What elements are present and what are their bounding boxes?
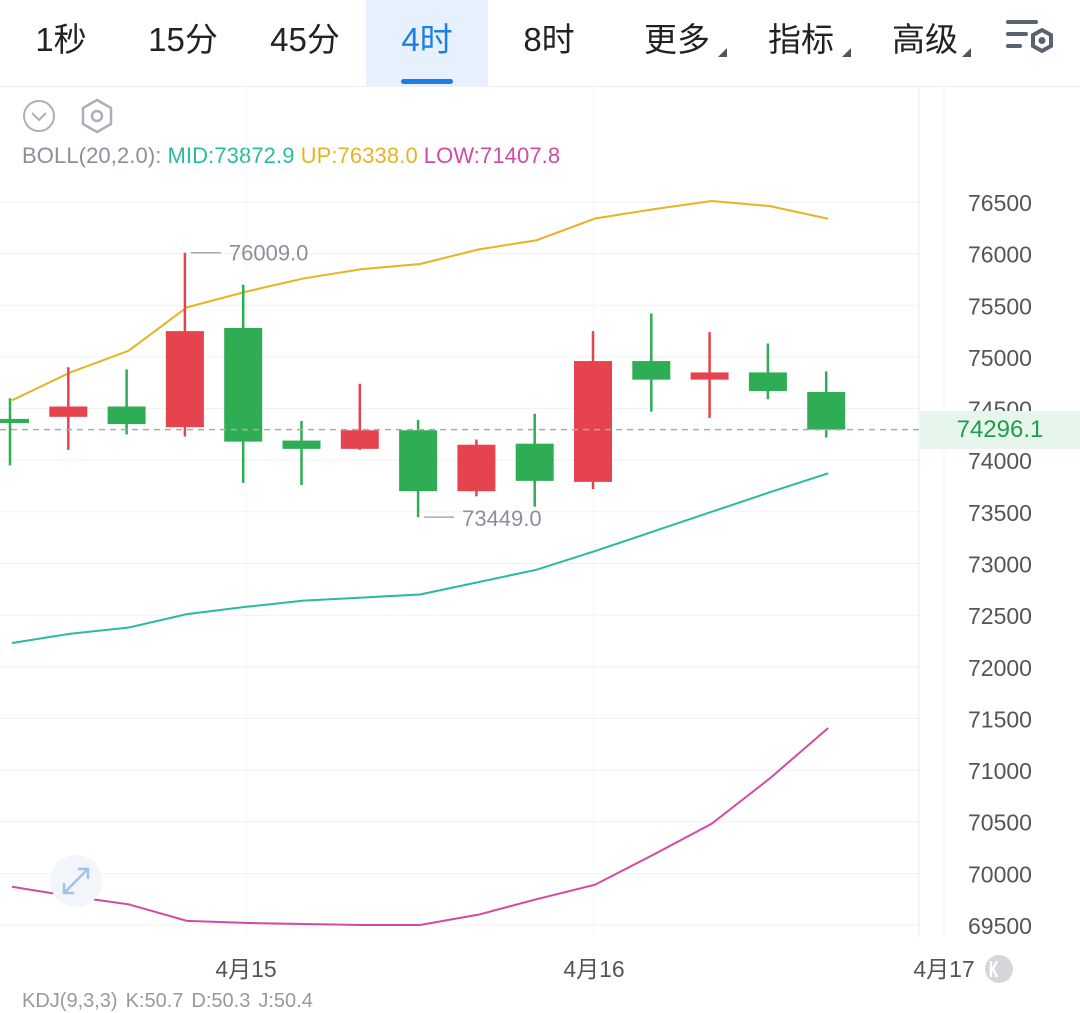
boll-up-line [11,199,829,402]
kdj-legend: KDJ(9,3,3) K:50.7 D:50.3 J:50.4 [22,990,321,1013]
candle [399,419,438,518]
candle [49,367,88,450]
time-tick-label: 4月17 [913,956,974,982]
boll-bands [11,199,829,926]
candle-body [49,406,88,417]
tab-label: 45分 [270,21,340,58]
candle-body [807,392,846,430]
candle [515,413,554,507]
high-marker-label: 76009.0 [229,241,309,266]
dropdown-triangle-icon [718,48,727,57]
candles [0,252,846,518]
low-marker-label: 73449.0 [462,506,542,531]
dropdown-triangle-icon [842,48,851,57]
tab-label: 指标 [768,21,834,58]
tab-8h[interactable]: 8时 [488,0,610,86]
candle [0,398,29,466]
candle-body [0,418,29,424]
scroll-to-latest-icon [991,960,999,978]
candle-body [165,331,204,428]
candle-body [748,372,787,392]
price-tick-label: 72500 [968,603,1032,629]
candle-body [340,430,379,449]
candle-body [224,328,263,442]
active-tab-indicator [401,79,453,84]
candle-body [457,444,496,492]
price-tick-label: 71500 [968,706,1032,732]
price-tick-label: 76500 [968,190,1032,216]
price-axis-labels: 69500 70000 70500 71000 71500 72000 72500 73000… [968,190,1032,939]
boll-mid-value: MID:73872.9 [167,143,295,168]
time-tick-label: 4月16 [563,956,624,982]
candle [632,313,671,412]
candle-body [632,361,671,380]
candle [807,371,846,438]
tab-15m[interactable]: 15分 [122,0,244,86]
kdj-d-value: D:50.3 [191,990,251,1012]
boll-name: BOLL(20,2.0): [22,143,162,168]
tab-label: 15分 [148,21,218,58]
candle-body [574,361,612,482]
kdj-name: KDJ(9,3,3) [22,990,118,1012]
candle [748,343,787,400]
dropdown-triangle-icon [962,48,971,57]
kdj-j-value: J:50.4 [258,990,313,1012]
candle [107,369,146,435]
boll-legend: BOLL(20,2.0): MID:73872.9 UP:76338.0 LOW:71… [22,143,566,169]
candle [340,383,379,450]
candle-body [690,372,729,380]
tab-label: 1秒 [35,21,87,58]
extreme-markers: 76009.0 73449.0 [190,241,542,531]
candle-body [282,440,321,449]
boll-mid-line [11,472,829,645]
boll-up-value: UP:76338.0 [300,143,418,168]
candle [457,439,496,497]
candle [282,420,321,486]
time-axis-labels: 4月15 4月16 4月17 [215,956,974,982]
chart-settings-icon[interactable] [1004,16,1056,60]
price-tick-label: 73000 [968,552,1032,578]
price-tick-label: 69500 [968,913,1032,939]
price-tick-label: 74000 [968,448,1032,474]
tab-1s[interactable]: 1秒 [0,0,122,86]
tab-45m[interactable]: 45分 [244,0,366,86]
tab-label: 8时 [523,21,575,58]
price-tick-label: 75500 [968,293,1032,319]
expand-arrows-icon [62,867,90,895]
tab-4h[interactable]: 4时 [366,0,488,86]
candle [574,331,612,490]
price-tick-label: 70500 [968,810,1032,836]
time-tick-label: 4月15 [215,956,276,982]
price-tick-label: 72000 [968,655,1032,681]
tab-label: 4时 [401,21,453,58]
collapse-chevron-icon[interactable] [22,99,56,133]
candle [224,284,263,483]
interval-tabbar: 1秒 15分 45分 4时 8时 更多 指标 高级 [0,0,1080,87]
tab-label: 高级 [892,21,958,58]
price-tick-label: 73500 [968,500,1032,526]
kdj-k-value: K:50.7 [125,990,184,1012]
candle-body [515,443,554,481]
scroll-to-latest-button [985,955,1013,983]
chart-grid [0,87,945,937]
tab-label: 更多 [644,21,710,58]
tab-indicators-dropdown[interactable]: 指标 [746,0,856,86]
price-tick-label: 76000 [968,242,1032,268]
current-price-tag: 74296.1 [920,410,1080,449]
candle [690,332,729,418]
boll-low-value: LOW:71407.8 [423,143,561,168]
tab-more-dropdown[interactable]: 更多 [622,0,732,86]
indicator-settings-icon[interactable] [78,97,116,135]
kline-chart[interactable]: BOLL(20,2.0): MID:73872.9 UP:76338.0 LOW:71… [0,87,1080,1012]
chart-canvas: 76009.0 73449.0 69500 70000 70500 71000 7150… [0,87,1032,983]
tab-advanced-dropdown[interactable]: 高级 [870,0,980,86]
boll-low-line [11,727,829,926]
candle [165,252,204,437]
price-tick-label: 71000 [968,758,1032,784]
expand-chart-button[interactable] [50,855,102,907]
candle-body [107,406,146,425]
price-tick-label: 70000 [968,861,1032,887]
candle-body [399,430,438,492]
price-tick-label: 75000 [968,345,1032,371]
